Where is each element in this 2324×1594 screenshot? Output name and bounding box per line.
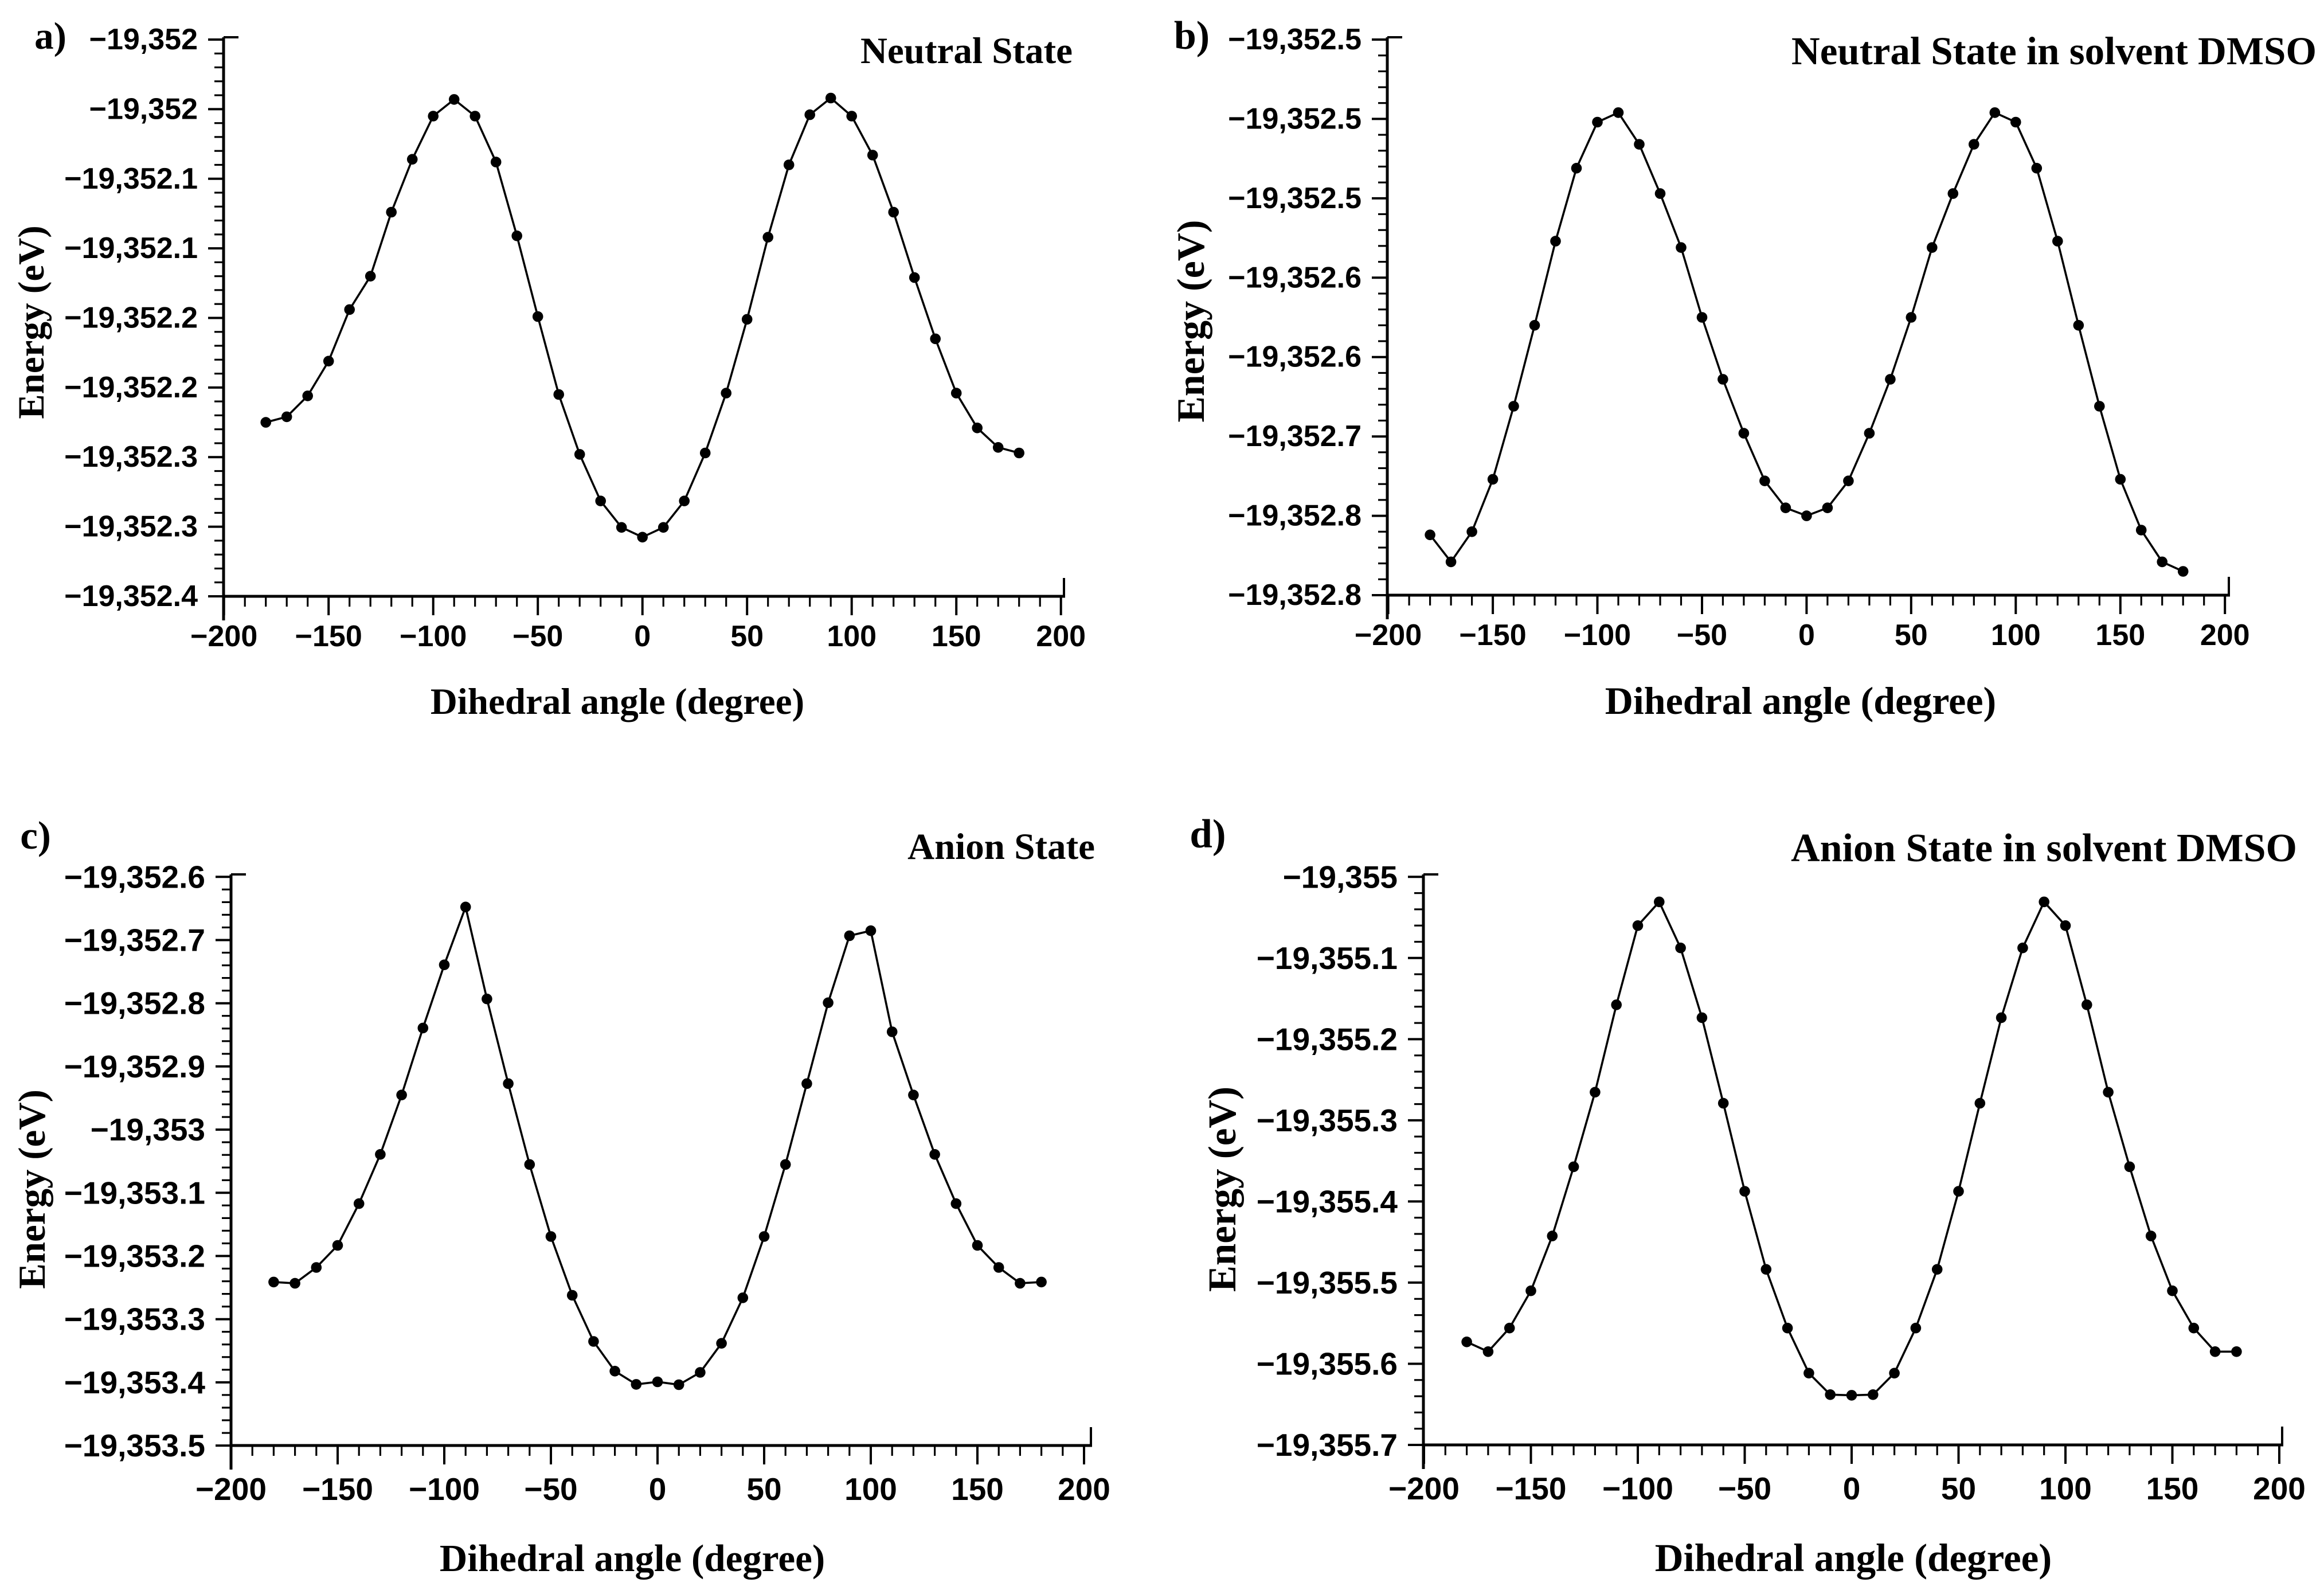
svg-text:150: 150: [2146, 1471, 2199, 1506]
svg-text:−19,355.2: −19,355.2: [1257, 1021, 1398, 1057]
svg-text:Energy (eV): Energy (eV): [1200, 1087, 1244, 1292]
svg-text:0: 0: [1843, 1471, 1861, 1506]
svg-text:−19,352: −19,352: [89, 23, 198, 56]
svg-text:−19,355.4: −19,355.4: [1257, 1183, 1398, 1219]
svg-text:Anion State: Anion State: [907, 826, 1095, 868]
svg-text:−19,353: −19,353: [91, 1112, 205, 1147]
svg-text:−100: −100: [1602, 1471, 1673, 1506]
svg-text:−200: −200: [1355, 619, 1422, 652]
svg-text:Dihedral angle (degree): Dihedral angle (degree): [1655, 1536, 2052, 1580]
svg-text:200: 200: [1058, 1471, 1110, 1507]
svg-text:200: 200: [1036, 620, 1086, 653]
svg-text:−150: −150: [295, 620, 362, 653]
svg-text:−150: −150: [1460, 619, 1527, 652]
svg-text:−19,352.1: −19,352.1: [64, 232, 198, 265]
svg-text:−19,352.7: −19,352.7: [1228, 420, 1361, 453]
svg-text:50: 50: [1941, 1471, 1976, 1506]
svg-text:c): c): [20, 814, 51, 857]
svg-text:−19,352.3: −19,352.3: [64, 510, 198, 544]
svg-text:200: 200: [2200, 619, 2250, 652]
svg-text:−19,355.3: −19,355.3: [1257, 1103, 1398, 1138]
svg-text:−19,355.6: −19,355.6: [1257, 1346, 1398, 1382]
svg-text:Dihedral angle (degree): Dihedral angle (degree): [431, 681, 804, 722]
svg-text:150: 150: [932, 620, 981, 653]
svg-text:0: 0: [649, 1471, 667, 1507]
svg-text:−100: −100: [409, 1471, 480, 1507]
svg-text:50: 50: [1895, 619, 1928, 652]
svg-text:−50: −50: [1677, 619, 1727, 652]
svg-text:Energy (eV): Energy (eV): [11, 1089, 53, 1289]
svg-text:−19,352.6: −19,352.6: [1228, 341, 1361, 374]
svg-text:−100: −100: [400, 620, 467, 653]
svg-text:100: 100: [844, 1471, 897, 1507]
svg-text:Neutral State in solvent DMSO: Neutral State in solvent DMSO: [1791, 29, 2317, 73]
svg-text:−19,352.6: −19,352.6: [1228, 261, 1361, 294]
svg-text:−19,352.3: −19,352.3: [64, 440, 198, 474]
svg-text:−19,352.2: −19,352.2: [64, 302, 198, 335]
svg-text:−150: −150: [1496, 1471, 1567, 1506]
svg-text:−19,355: −19,355: [1283, 859, 1398, 894]
svg-text:0: 0: [634, 620, 651, 653]
svg-text:−19,353.2: −19,353.2: [64, 1239, 205, 1274]
svg-text:−19,353.5: −19,353.5: [64, 1428, 205, 1463]
svg-text:100: 100: [1991, 619, 2041, 652]
svg-text:−19,353.3: −19,353.3: [64, 1302, 205, 1337]
svg-text:Anion State in solvent DMSO: Anion State in solvent DMSO: [1791, 826, 2297, 870]
svg-text:−19,352.6: −19,352.6: [64, 859, 205, 894]
svg-text:−50: −50: [512, 620, 563, 653]
svg-text:150: 150: [2095, 619, 2145, 652]
svg-text:−19,352.9: −19,352.9: [64, 1049, 205, 1084]
svg-text:200: 200: [2253, 1471, 2306, 1506]
svg-text:a): a): [34, 15, 66, 57]
svg-text:Energy (eV): Energy (eV): [1169, 220, 1212, 422]
svg-text:d): d): [1190, 812, 1226, 857]
svg-text:Dihedral angle (degree): Dihedral angle (degree): [440, 1537, 825, 1580]
svg-text:150: 150: [951, 1471, 1004, 1507]
svg-text:−19,352.8: −19,352.8: [1228, 499, 1361, 533]
svg-text:Neutral State: Neutral State: [860, 30, 1073, 72]
svg-text:−19,355.7: −19,355.7: [1257, 1427, 1398, 1463]
svg-text:−19,352: −19,352: [89, 92, 198, 126]
svg-text:−19,352.5: −19,352.5: [1228, 102, 1361, 135]
svg-text:−19,352.8: −19,352.8: [1228, 579, 1361, 612]
svg-text:Dihedral angle (degree): Dihedral angle (degree): [1605, 679, 1996, 722]
svg-text:50: 50: [730, 620, 764, 653]
svg-text:−19,353.4: −19,353.4: [64, 1365, 206, 1400]
svg-text:0: 0: [1798, 619, 1815, 652]
svg-text:−200: −200: [190, 620, 257, 653]
svg-text:−19,352.5: −19,352.5: [1228, 182, 1361, 215]
svg-text:−150: −150: [302, 1471, 373, 1507]
svg-text:−19,352.1: −19,352.1: [64, 162, 198, 196]
svg-text:−19,355.1: −19,355.1: [1257, 940, 1398, 976]
svg-text:100: 100: [2039, 1471, 2092, 1506]
svg-text:−19,352.5: −19,352.5: [1228, 23, 1361, 56]
svg-text:−19,353.1: −19,353.1: [64, 1175, 205, 1210]
svg-text:−19,352.7: −19,352.7: [64, 923, 205, 958]
svg-text:Energy (eV): Energy (eV): [11, 225, 52, 419]
svg-text:−19,355.5: −19,355.5: [1257, 1265, 1398, 1300]
svg-text:50: 50: [746, 1471, 781, 1507]
svg-text:−50: −50: [1718, 1471, 1771, 1506]
svg-text:b): b): [1174, 14, 1210, 58]
svg-text:−200: −200: [195, 1471, 267, 1507]
svg-text:−19,352.2: −19,352.2: [64, 371, 198, 404]
svg-text:100: 100: [827, 620, 877, 653]
svg-text:−50: −50: [524, 1471, 577, 1507]
svg-text:−19,352.4: −19,352.4: [64, 580, 198, 613]
svg-text:−100: −100: [1564, 619, 1631, 652]
svg-text:−200: −200: [1388, 1471, 1460, 1506]
svg-text:−19,352.8: −19,352.8: [64, 986, 205, 1021]
